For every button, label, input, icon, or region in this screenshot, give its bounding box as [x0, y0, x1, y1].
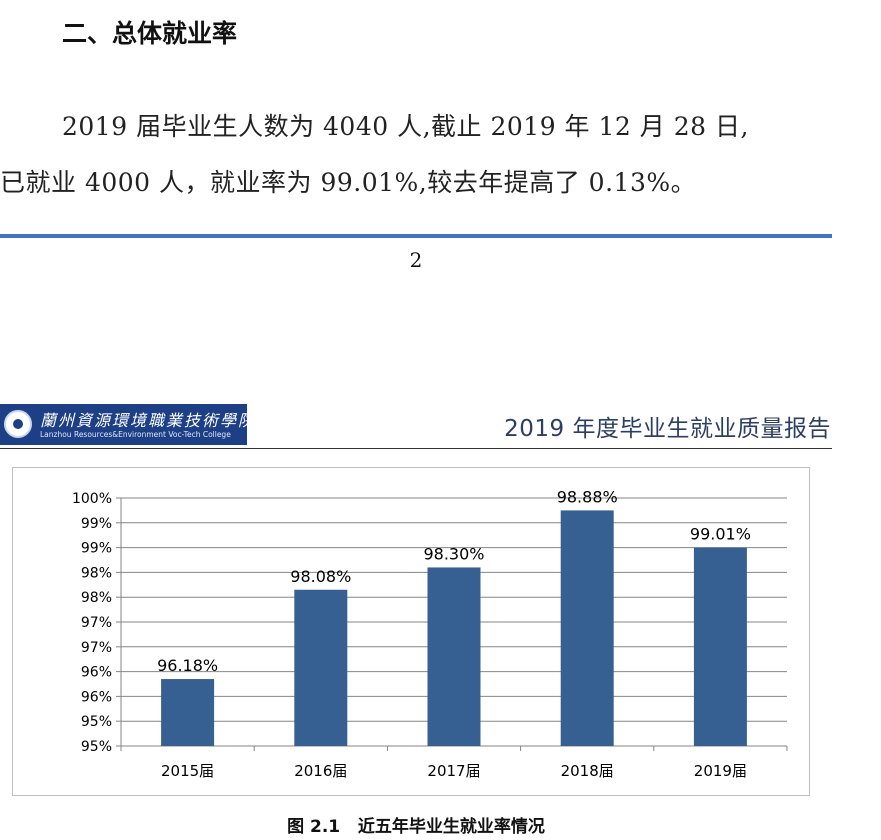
data-label: 99.01%: [690, 525, 751, 544]
page-number: 2: [409, 248, 423, 272]
y-tick-label: 98%: [81, 565, 112, 581]
x-tick-label: 2019届: [694, 762, 747, 780]
x-tick-label: 2016届: [294, 762, 347, 780]
header-rule: [0, 448, 832, 449]
y-tick-label: 96%: [81, 689, 112, 705]
y-tick-label: 100%: [72, 491, 112, 507]
y-tick-label: 97%: [81, 615, 112, 631]
paragraph-line-2: 已就业 4000 人，就业率为 99.01%,较去年提高了 0.13%。: [0, 168, 697, 197]
employment-rate-chart: 95% 95% 96% 96% 97% 97% 98% 98% 99% 99% 100% 96.18%…: [12, 467, 810, 796]
y-tick-label: 96%: [81, 665, 112, 681]
footer-rule: [0, 234, 832, 238]
section-heading: 二、总体就业率: [62, 19, 238, 48]
report-title: 2019 年度毕业生就业质量报告: [504, 416, 831, 442]
bar-chart: 95% 95% 96% 96% 97% 97% 98% 98% 99% 99% 100% 96.18%…: [72, 487, 788, 780]
bar: [693, 547, 747, 746]
school-emblem-icon: [4, 410, 32, 438]
school-logo-banner: 蘭州資源環境職業技術學院 Lanzhou Resources&Environme…: [0, 404, 247, 445]
figure-caption: 图 2.1 近五年毕业生就业率情况: [287, 817, 545, 837]
x-tick-label: 2015届: [161, 762, 214, 780]
data-label: 98.30%: [423, 544, 484, 563]
data-label: 96.18%: [157, 656, 218, 675]
bar: [560, 510, 614, 746]
school-name-cn: 蘭州資源環境職業技術學院: [40, 411, 247, 430]
y-tick-label: 99%: [81, 516, 112, 532]
y-tick-label: 97%: [81, 640, 112, 656]
data-label: 98.88%: [557, 487, 618, 506]
bar: [161, 679, 215, 746]
bar: [427, 567, 481, 746]
y-tick-label: 95%: [81, 739, 112, 755]
school-name-en: Lanzhou Resources&Environment Voc-Tech C…: [40, 430, 231, 439]
bar: [294, 589, 348, 746]
y-tick-label: 98%: [81, 590, 112, 606]
y-tick-label: 95%: [81, 714, 112, 730]
x-tick-label: 2017届: [427, 762, 480, 780]
data-label: 98.08%: [290, 567, 351, 586]
paragraph-line-1: 2019 届毕业生人数为 4040 人,截止 2019 年 12 月 28 日,: [62, 112, 749, 141]
x-tick-label: 2018届: [561, 762, 614, 780]
y-tick-label: 99%: [81, 541, 112, 557]
